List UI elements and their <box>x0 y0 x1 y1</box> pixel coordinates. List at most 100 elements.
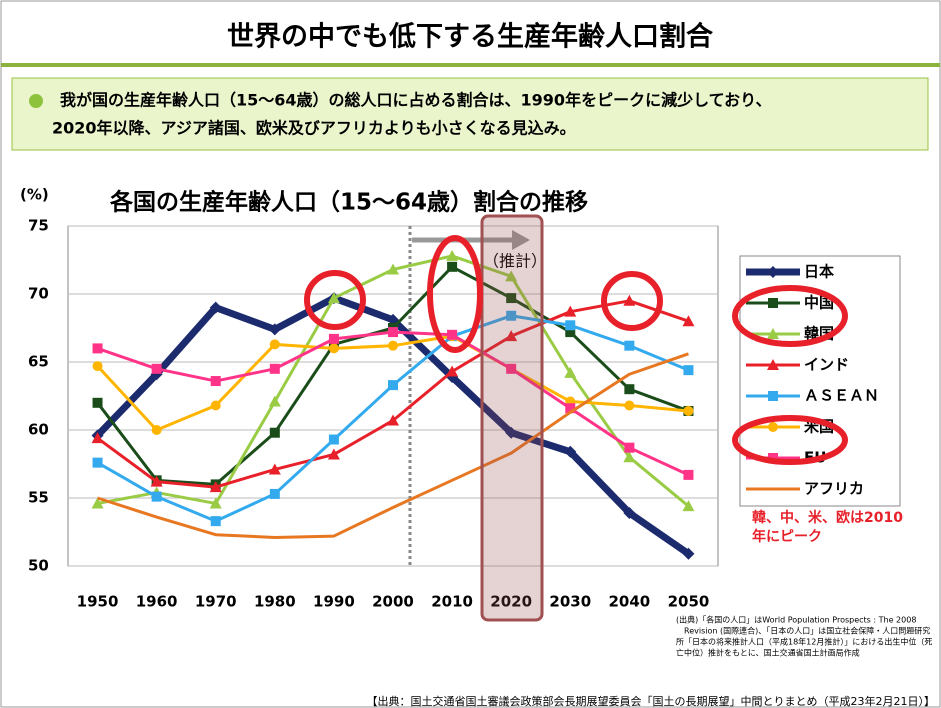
x-tick-label: 1980 <box>254 593 296 611</box>
marker <box>505 270 518 282</box>
y-tick-label: 55 <box>28 489 49 507</box>
x-tick-label: 2030 <box>549 593 591 611</box>
projection-label: （推計） <box>483 252 547 271</box>
y-tick-label: 70 <box>28 285 49 303</box>
marker <box>446 249 459 261</box>
source-note: Revision (国際連合)、「日本の人口」は国立社会保障・人口問題研究 <box>684 626 930 636</box>
y-tick-label: 65 <box>28 353 49 371</box>
marker <box>624 384 635 395</box>
marker <box>210 516 221 527</box>
title-rule <box>1 63 940 67</box>
marker <box>151 363 162 374</box>
marker <box>682 500 695 512</box>
highlight-circle <box>601 271 663 331</box>
marker <box>269 363 280 374</box>
legend-box <box>739 255 901 507</box>
marker <box>768 422 778 432</box>
marker <box>447 329 458 340</box>
marker <box>565 320 576 331</box>
y-axis-label: (%) <box>20 186 49 204</box>
marker <box>623 294 636 306</box>
marker <box>269 488 280 499</box>
marker <box>564 305 577 317</box>
y-tick-label: 50 <box>28 557 49 575</box>
marker <box>92 361 103 372</box>
marker <box>388 380 398 391</box>
legend-highlight <box>732 285 848 347</box>
series-line <box>97 352 689 539</box>
marker <box>624 340 635 351</box>
marker <box>506 363 517 374</box>
marker <box>92 343 103 354</box>
marker <box>767 359 779 370</box>
marker <box>682 315 695 327</box>
x-tick-label: 2010 <box>431 593 473 611</box>
marker <box>505 426 518 439</box>
marker <box>91 432 104 444</box>
marker <box>388 327 398 338</box>
x-tick-label: 2050 <box>668 593 710 611</box>
bullet-dot <box>29 94 43 108</box>
legend-label: インド <box>804 356 849 374</box>
x-tick-label: 2000 <box>372 593 414 611</box>
marker <box>506 310 517 321</box>
marker <box>328 343 339 354</box>
marker <box>151 491 162 502</box>
marker <box>209 481 222 493</box>
marker <box>767 266 779 278</box>
marker <box>268 463 281 475</box>
annotation: 年にピーク <box>752 528 822 545</box>
highlight-circle <box>304 270 366 330</box>
chart-title: 各国の生産年齢人口（15～64歳）割合の推移 <box>109 189 588 216</box>
marker <box>506 293 517 304</box>
x-tick-label: 1990 <box>313 593 355 611</box>
marker <box>446 365 459 377</box>
y-tick-label: 60 <box>28 421 49 439</box>
marker <box>623 506 636 519</box>
marker <box>565 327 576 338</box>
y-tick-label: 75 <box>28 217 49 235</box>
marker <box>210 376 221 387</box>
x-tick-label: 1950 <box>77 593 119 611</box>
marker <box>327 292 340 304</box>
highlight-2020 <box>480 214 544 622</box>
bullet-line: 2020年以降、アジア諸国、欧米及びアフリカよりも小さくなる見込み。 <box>52 119 576 138</box>
marker <box>683 469 694 480</box>
marker <box>387 263 399 275</box>
source-note: (出典)「各国の人口」はWorld Population Prospects :… <box>676 615 916 625</box>
bullet-line: 我が国の生産年齢人口（15～64歳）の総人口に占める割合は、1990年をピークに… <box>60 91 771 110</box>
source-note: 所「日本の将来推計人口（平成18年12月推計）」における出生中位（死 <box>676 637 932 647</box>
marker <box>209 497 222 509</box>
marker <box>388 340 398 351</box>
source-note: 亡中位）推計をもとに、国土交通省国土計画局作成 <box>676 648 860 658</box>
marker <box>447 261 458 272</box>
marker <box>328 333 339 344</box>
marker <box>683 405 694 416</box>
marker <box>91 497 104 509</box>
highlight-circle <box>427 235 483 353</box>
marker <box>327 448 340 460</box>
marker <box>624 442 635 453</box>
x-tick-label: 1970 <box>195 593 237 611</box>
legend-label: 日本 <box>804 263 834 281</box>
marker <box>767 328 779 339</box>
marker <box>564 445 577 458</box>
legend-label: アフリカ <box>804 480 864 498</box>
marker <box>564 366 577 378</box>
legend-label: ＡＳＥＡＮ <box>804 387 879 405</box>
x-tick-label: 2040 <box>608 593 650 611</box>
x-tick-label: 1960 <box>136 593 178 611</box>
annotation: 韓、中、米、欧は2010 <box>752 509 903 526</box>
projection-arrowhead <box>512 230 530 250</box>
marker <box>505 330 518 342</box>
bullet-box <box>11 77 929 151</box>
marker <box>683 365 694 376</box>
marker <box>328 434 339 445</box>
marker <box>92 397 103 408</box>
marker <box>623 451 636 463</box>
marker <box>268 323 281 336</box>
marker <box>624 400 635 411</box>
slide-title: 世界の中でも低下する生産年齢人口割合 <box>227 21 713 53</box>
legend-highlight <box>732 415 848 465</box>
